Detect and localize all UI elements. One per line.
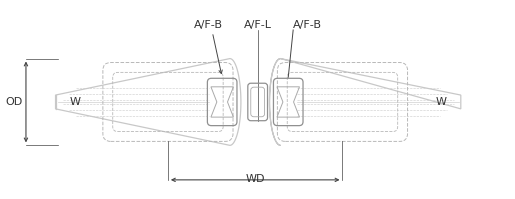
Text: A/F-B: A/F-B [293,20,321,30]
Text: WD: WD [246,174,265,184]
Text: A/F-L: A/F-L [244,20,272,30]
Text: A/F-B: A/F-B [194,20,223,30]
Text: W: W [436,97,447,107]
Text: W: W [70,97,80,107]
Text: OD: OD [6,97,23,107]
